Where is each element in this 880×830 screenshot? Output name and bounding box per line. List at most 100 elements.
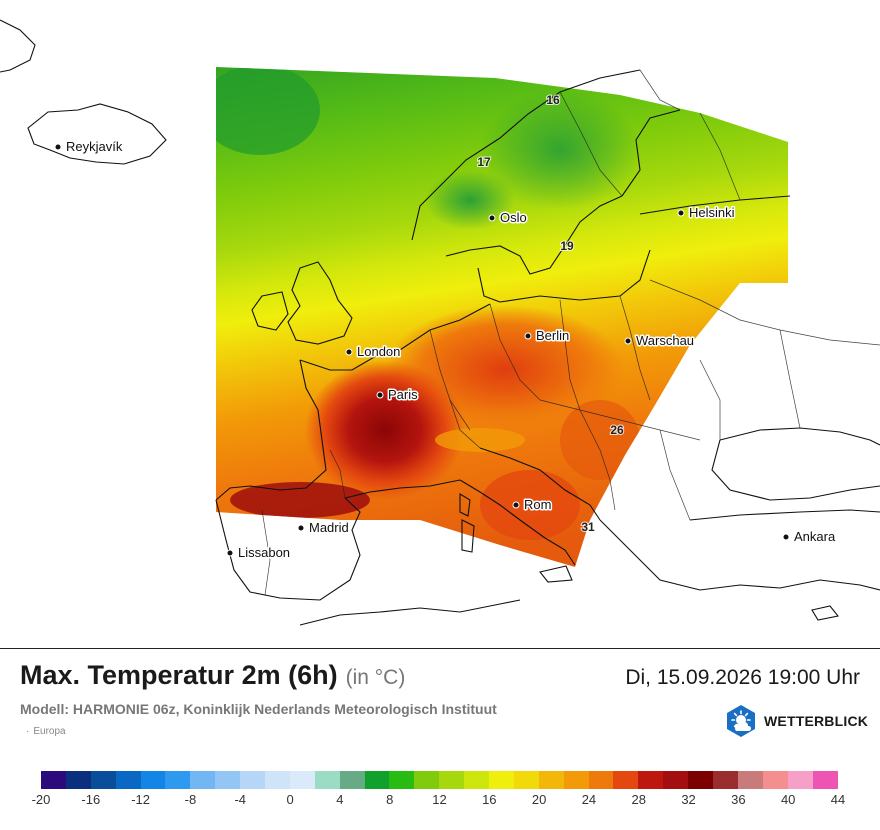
color-swatch	[613, 771, 639, 789]
color-swatch	[812, 771, 838, 789]
scale-tick-label: 8	[386, 792, 394, 807]
color-swatch	[563, 771, 589, 789]
temperature-value-label: 26	[610, 423, 624, 437]
model-info: Modell: HARMONIE 06z, Koninklijk Nederla…	[20, 701, 497, 717]
color-swatch	[737, 771, 763, 789]
color-swatch	[41, 771, 66, 789]
color-swatch	[464, 771, 490, 789]
scale-tick-label: -16	[81, 792, 101, 807]
color-swatch	[663, 771, 689, 789]
scale-ticks: -20 -16 -12 -8 -4 0 4 8 12 16 20 24 28 32 36 40 44	[0, 792, 880, 812]
color-swatch	[638, 771, 664, 789]
color-swatch	[439, 771, 465, 789]
color-swatch	[364, 771, 390, 789]
temperature-value-label: 31	[581, 520, 595, 534]
color-swatch	[489, 771, 514, 789]
city-label: Rom	[524, 497, 551, 512]
color-swatch	[190, 771, 216, 789]
city-marker-icon	[376, 391, 384, 399]
city-paris[interactable]: Paris	[376, 386, 420, 404]
city-label: Warschau	[636, 333, 694, 348]
scale-tick-label: 20	[531, 792, 547, 807]
color-swatch	[265, 771, 290, 789]
city-label: Lissabon	[238, 545, 290, 560]
color-swatch	[90, 771, 116, 789]
color-swatch	[787, 771, 813, 789]
scale-tick-label: -12	[131, 792, 151, 807]
city-oslo[interactable]: Oslo	[488, 209, 528, 227]
scale-tick-label: 36	[731, 792, 746, 807]
color-swatch	[513, 771, 539, 789]
city-rom[interactable]: Rom	[512, 496, 553, 514]
scale-tick-label: 16	[482, 792, 497, 807]
region-label: Europa	[33, 726, 66, 737]
scale-tick-label: 44	[830, 792, 846, 807]
city-marker-icon	[624, 337, 632, 345]
color-swatch	[289, 771, 315, 789]
city-label: Madrid	[309, 520, 349, 535]
city-marker-icon	[297, 524, 305, 532]
city-label: Paris	[388, 387, 418, 402]
city-label: Berlin	[536, 328, 569, 343]
city-berlin[interactable]: Berlin	[524, 327, 571, 345]
color-swatch	[588, 771, 614, 789]
city-label: London	[357, 344, 400, 359]
scale-tick-label: 0	[286, 792, 294, 807]
color-swatch	[688, 771, 714, 789]
city-marker-icon	[677, 209, 685, 217]
temperature-value-label: 17	[477, 155, 491, 169]
color-swatch	[165, 771, 191, 789]
city-reykjavík[interactable]: Reykjavík	[54, 138, 124, 156]
scale-tick-label: -4	[234, 792, 247, 807]
region-link[interactable]: · Europa	[26, 726, 66, 737]
city-marker-icon	[226, 549, 234, 557]
color-swatch	[140, 771, 166, 789]
city-lissabon[interactable]: Lissabon	[226, 544, 292, 562]
weather-map[interactable]: Reykjavík Oslo Helsinki London Berlin Warscha…	[0, 0, 880, 649]
color-swatch	[414, 771, 440, 789]
coastlines	[0, 19, 880, 626]
forecast-datetime: Di, 15.09.2026 19:00 Uhr	[625, 666, 860, 689]
city-madrid[interactable]: Madrid	[297, 519, 350, 537]
color-swatch	[65, 771, 91, 789]
city-marker-icon	[345, 348, 353, 356]
page-title: Max. Temperatur 2m (6h) (in °C)	[20, 660, 405, 691]
color-swatch	[240, 771, 266, 789]
color-swatch	[115, 771, 141, 789]
city-marker-icon	[782, 533, 790, 541]
city-marker-icon	[512, 501, 520, 509]
bullet-icon: ·	[26, 726, 30, 737]
city-warschau[interactable]: Warschau	[624, 332, 696, 350]
color-swatch	[389, 771, 415, 789]
color-swatch	[713, 771, 738, 789]
temperature-value-label: 16	[546, 93, 560, 107]
color-swatch	[314, 771, 340, 789]
values-layer: 16 17 19 26 31	[476, 92, 625, 535]
color-swatch	[339, 771, 365, 789]
city-label: Helsinki	[689, 205, 735, 220]
color-swatch	[762, 771, 788, 789]
city-label: Reykjavík	[66, 139, 123, 154]
sun-cloud-icon	[727, 705, 755, 737]
city-marker-icon	[54, 143, 62, 151]
color-swatch	[538, 771, 564, 789]
city-label: Ankara	[794, 529, 836, 544]
city-label: Oslo	[500, 210, 527, 225]
title-text: Max. Temperatur 2m (6h)	[20, 660, 338, 690]
scale-tick-label: -8	[184, 792, 197, 807]
city-ankara[interactable]: Ankara	[782, 528, 837, 546]
color-swatch	[215, 771, 241, 789]
cities-layer: Reykjavík Oslo Helsinki London Berlin Warscha…	[54, 138, 837, 562]
temperature-value-label: 19	[560, 239, 574, 253]
scale-tick-label: 12	[432, 792, 447, 807]
city-helsinki[interactable]: Helsinki	[677, 204, 736, 222]
scale-tick-label: 4	[336, 792, 344, 807]
city-london[interactable]: London	[345, 343, 402, 361]
scale-tick-label: 40	[780, 792, 796, 807]
scale-tick-label: 28	[631, 792, 646, 807]
scale-tick-label: -20	[31, 792, 51, 807]
brand-logo[interactable]: WETTERBLICK	[724, 704, 868, 738]
brand-name: WETTERBLICK	[764, 713, 869, 729]
city-marker-icon	[524, 332, 532, 340]
country-borders	[261, 69, 880, 596]
